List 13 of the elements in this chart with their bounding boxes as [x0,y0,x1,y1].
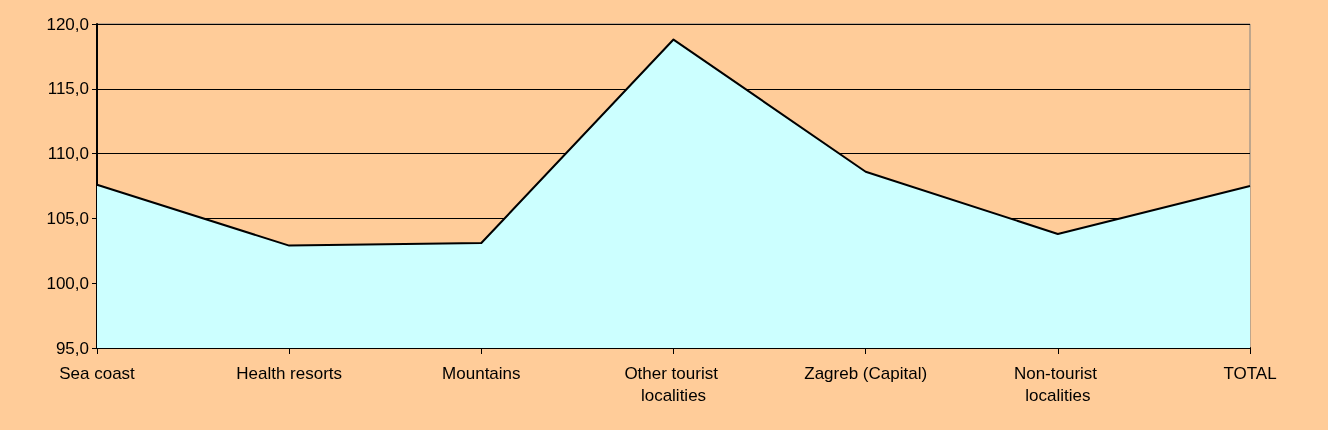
x-tick-label: Zagreb (Capital) [804,363,928,383]
x-tick-label: Non-tourist localities [1013,363,1102,405]
x-tick-label: Sea coast [59,363,136,383]
x-tick-label: TOTAL [1223,363,1277,383]
y-tick-label: 110,0 [47,144,89,164]
x-tick-label: Other tourist localities [624,363,723,405]
y-tick-label: 95,0 [55,338,89,358]
x-tick-label: Mountains [442,363,521,383]
y-tick-label: 115,0 [47,79,89,99]
y-tick-label: 120,0 [46,14,89,34]
y-tick-label: 100,0 [46,273,89,293]
y-tick-label: 105,0 [46,208,89,228]
x-tick-label: Health resorts [236,363,343,383]
